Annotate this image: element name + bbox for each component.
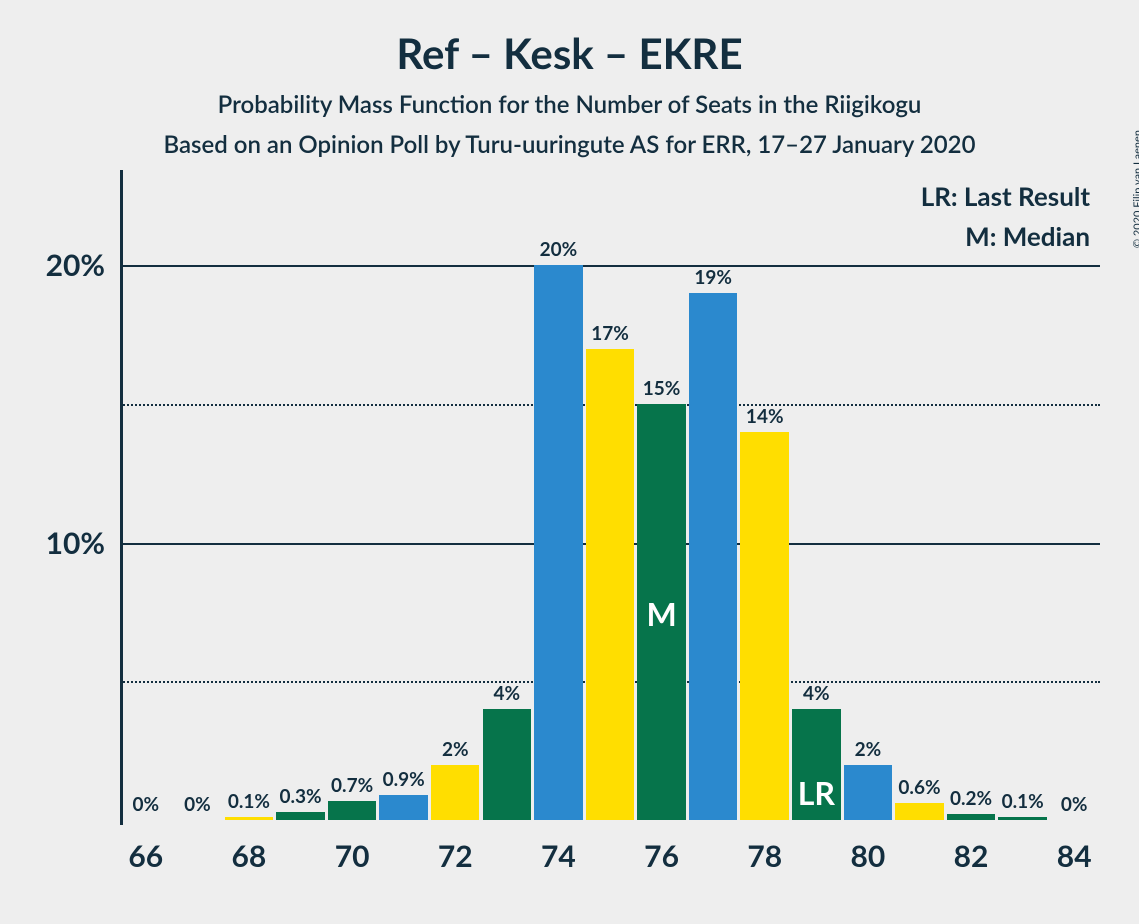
bar [844, 765, 892, 820]
x-tick-label: 68 [232, 838, 267, 874]
bar-value-label: 19% [694, 266, 732, 289]
legend-last-result: LR: Last Result [921, 180, 1090, 212]
bar [328, 801, 376, 820]
bar [998, 817, 1046, 820]
x-tick-label: 74 [541, 838, 576, 874]
bar [740, 432, 788, 820]
x-tick-label: 72 [438, 838, 473, 874]
x-tick-label: 84 [1057, 838, 1092, 874]
median-marker: M [646, 594, 676, 633]
x-tick-label: 70 [335, 838, 370, 874]
y-tick-label: 10% [5, 525, 105, 561]
x-tick-label: 76 [644, 838, 679, 874]
bar-value-label: 0.2% [950, 787, 992, 810]
bar [431, 765, 479, 820]
bar [586, 349, 634, 820]
bar-value-label: 4% [494, 682, 521, 705]
bar-value-label: 14% [746, 405, 784, 428]
copyright-text: © 2020 Filip van Laenen [1131, 130, 1139, 248]
chart-container: Ref – Kesk – EKRE Probability Mass Funct… [0, 0, 1139, 924]
bar [225, 817, 273, 820]
bar [895, 803, 943, 820]
gridline-major [120, 265, 1100, 267]
legend-median: M: Median [965, 220, 1090, 252]
bar-value-label: 20% [540, 238, 578, 261]
x-tick-label: 80 [850, 838, 885, 874]
bar-value-label: 0% [184, 793, 211, 816]
bar-value-label: 0.1% [228, 790, 270, 813]
x-tick-label: 78 [747, 838, 782, 874]
chart-subtitle-1: Probability Mass Function for the Number… [0, 90, 1139, 119]
bar-value-label: 0.1% [1002, 790, 1044, 813]
bar [947, 814, 995, 820]
bar [689, 293, 737, 820]
bar-value-label: 0.9% [383, 768, 425, 791]
bar-value-label: 2% [855, 738, 882, 761]
x-tick-label: 66 [128, 838, 163, 874]
bar-value-label: 0.3% [279, 785, 321, 808]
last-result-marker: LR [798, 773, 835, 812]
bar-value-label: 0.7% [331, 774, 373, 797]
plot-area: 10%20%0%0%0.1%0.3%0.7%0.9%2%4%20%17%15%M… [120, 210, 1100, 820]
bar-value-label: 0% [132, 793, 159, 816]
x-tick-label: 82 [954, 838, 989, 874]
y-tick-label: 20% [5, 247, 105, 283]
bar-value-label: 0% [1061, 793, 1088, 816]
bar-value-label: 15% [643, 377, 681, 400]
chart-title: Ref – Kesk – EKRE [0, 28, 1139, 78]
bar-value-label: 4% [803, 682, 830, 705]
bar-value-label: 0.6% [898, 776, 940, 799]
chart-subtitle-2: Based on an Opinion Poll by Turu-uuringu… [0, 130, 1139, 159]
bar [379, 795, 427, 820]
bar [534, 265, 582, 820]
bar-value-label: 2% [442, 738, 469, 761]
bar [483, 709, 531, 820]
bar [276, 812, 324, 820]
bar-value-label: 17% [591, 322, 629, 345]
y-axis [120, 170, 123, 825]
